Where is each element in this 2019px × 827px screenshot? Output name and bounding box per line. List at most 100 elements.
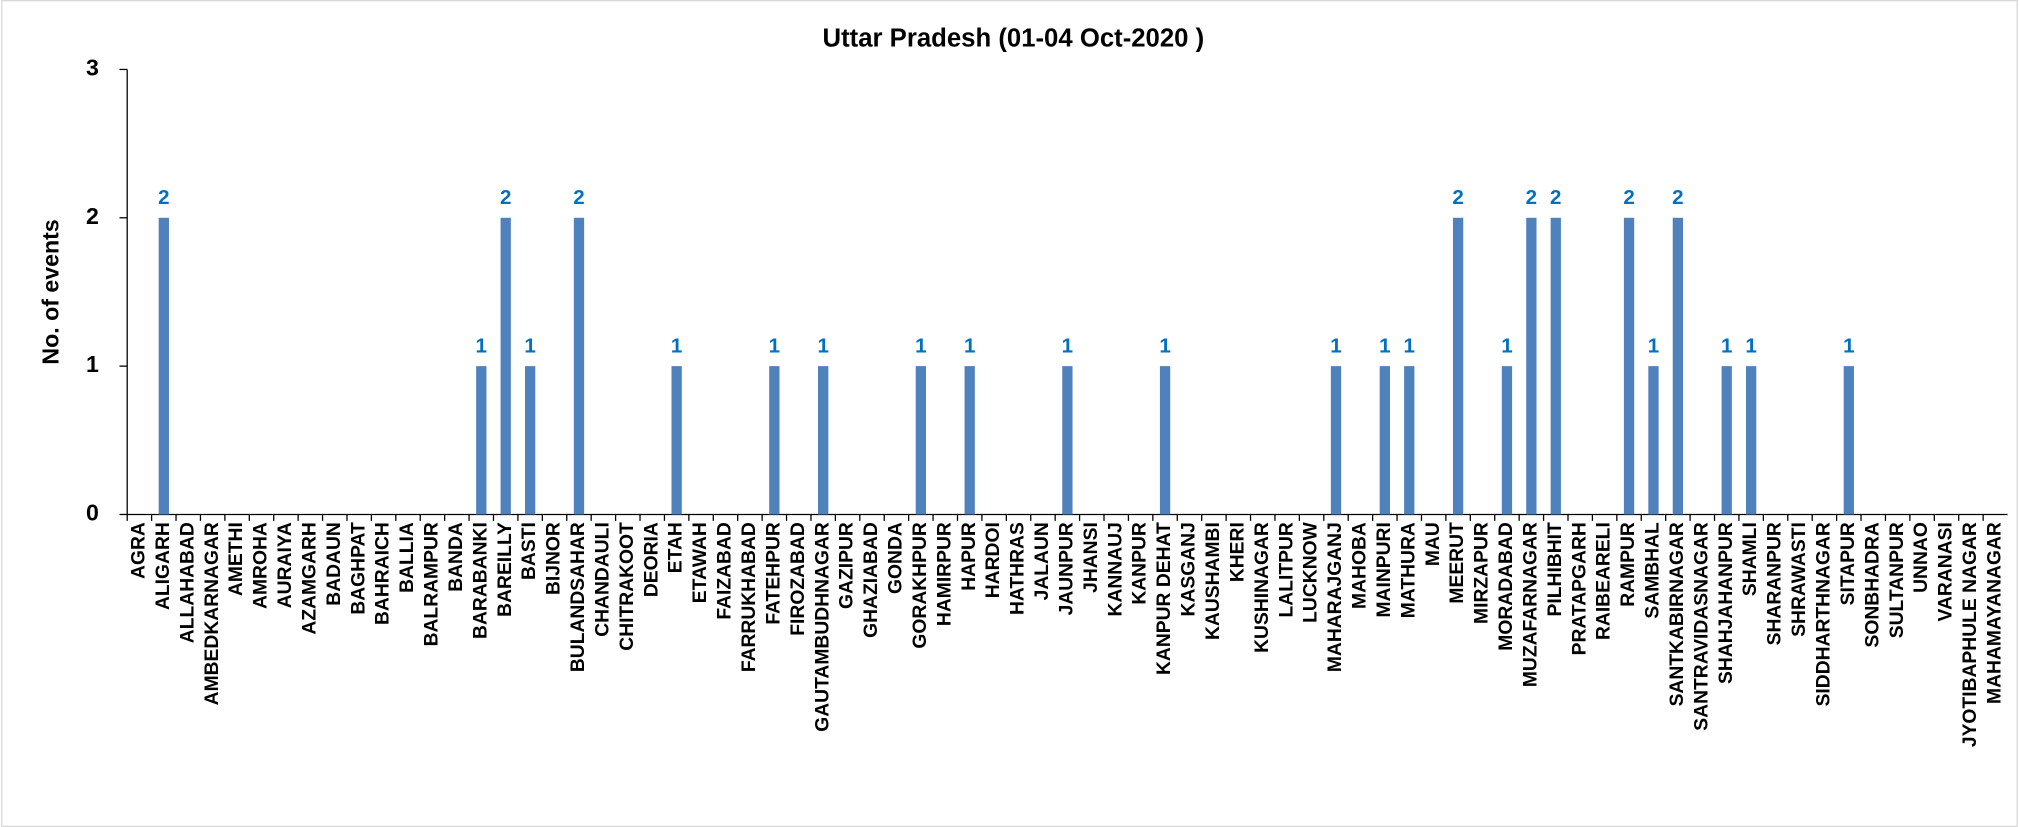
x-tick-label: KAUSHAMBI	[1203, 522, 1224, 640]
x-tick-label: SIDDHARTHNAGAR	[1814, 522, 1835, 706]
x-tick-label: HATHRAS	[1008, 522, 1029, 615]
x-tick-label: CHITRAKOOT	[617, 522, 638, 651]
x-tick-label: MAINPURI	[1374, 522, 1395, 617]
data-label: 1	[524, 334, 535, 357]
x-tick-label: AMBEDKARNAGAR	[202, 522, 223, 705]
x-tick-label: SITAPUR	[1838, 522, 1859, 605]
bar	[158, 217, 169, 515]
data-label: 1	[1379, 334, 1390, 357]
x-tick-label: AURAIYA	[275, 522, 296, 608]
x-tick-label: LALITPUR	[1276, 522, 1297, 617]
x-tick-label: JHANSI	[1081, 522, 1102, 593]
x-tick-label: KANNAUJ	[1105, 522, 1126, 616]
data-label: 2	[1452, 186, 1463, 209]
bar	[915, 366, 926, 515]
bar	[1721, 366, 1732, 515]
x-tick-label: KANPUR	[1130, 522, 1151, 605]
bar	[524, 366, 536, 515]
data-label: 1	[1330, 334, 1341, 357]
x-tick-label: MAHARAJGANJ	[1325, 522, 1346, 672]
bar	[476, 366, 487, 515]
x-tick-label: GHAZIABAD	[861, 522, 882, 638]
x-tick-label: BARABANKI	[470, 522, 491, 639]
x-tick-label: MATHURA	[1398, 522, 1419, 618]
x-tick-label: MAHOBA	[1350, 522, 1371, 609]
y-axis-label: No. of events	[38, 219, 64, 364]
x-tick-label: GAUTAMBUDHNAGAR	[812, 522, 833, 732]
data-label: 2	[1550, 186, 1561, 209]
data-label: 2	[158, 186, 169, 209]
x-tick-label: BIJNOR	[544, 522, 565, 595]
x-tick-label: JYOTIBAPHULE NAGAR	[1960, 522, 1981, 747]
x-tick-label: UNNAO	[1911, 522, 1932, 593]
bar	[1062, 366, 1073, 515]
y-tick-label: 0	[86, 500, 99, 526]
bar	[1330, 366, 1342, 515]
x-tick-label: SHARANPUR	[1765, 522, 1786, 645]
x-tick-label: HAMIRPUR	[934, 522, 955, 626]
x-tick-label: SULTANPUR	[1887, 522, 1908, 638]
x-tick-label: ALLAHABAD	[177, 522, 198, 643]
x-tick-label: FIROZABAD	[788, 522, 809, 636]
bar	[769, 366, 780, 515]
bar	[1672, 217, 1684, 515]
bar	[1379, 366, 1390, 515]
x-tick-label: RAIBEARELI	[1594, 522, 1615, 640]
x-tick-label: BAHRAICH	[373, 522, 394, 625]
data-label: 2	[1526, 186, 1537, 209]
x-tick-label: ALIGARH	[153, 522, 174, 610]
data-label: 1	[1501, 334, 1512, 357]
x-tick-label: SHRAWASTI	[1789, 522, 1810, 637]
x-tick-label: AZAMGARH	[299, 522, 320, 634]
x-tick-label: MAHAMAYANAGAR	[1984, 522, 2005, 704]
bar	[500, 217, 511, 515]
x-tick-label: JALAUN	[1032, 522, 1053, 600]
x-tick-label: FAIZABAD	[715, 522, 736, 620]
x-tick-label: SHAMLI	[1740, 522, 1761, 596]
data-label: 2	[500, 186, 511, 209]
data-label: 1	[1404, 334, 1415, 357]
bar	[1550, 217, 1561, 515]
y-tick-label: 2	[86, 203, 99, 229]
chart-title: Uttar Pradesh (01-04 Oct-2020 )	[823, 25, 1205, 53]
data-label: 1	[915, 334, 926, 357]
x-tick-label: MAU	[1423, 522, 1444, 566]
x-tick-label: SANTRAVIDASNAGAR	[1691, 522, 1712, 731]
data-label: 1	[1159, 334, 1170, 357]
x-tick-label: MORADABAD	[1496, 522, 1517, 651]
bar	[818, 366, 829, 515]
x-tick-label: CHANDAULI	[592, 522, 613, 637]
data-label: 1	[1843, 334, 1854, 357]
x-tick-label: PRATAPGARH	[1569, 522, 1590, 655]
y-tick-label: 1	[86, 351, 99, 377]
x-tick-label: FARRUKHABAD	[739, 522, 760, 672]
x-tick-label: GAZIPUR	[837, 522, 858, 609]
x-tick-label: AGRA	[128, 522, 149, 579]
x-tick-label: KASGANJ	[1179, 522, 1200, 616]
x-tick-label: ETAH	[666, 522, 687, 573]
y-tick-label: 3	[86, 55, 99, 81]
x-tick-label: KANPUR DEHAT	[1154, 522, 1175, 675]
data-label: 1	[1062, 334, 1073, 357]
x-tick-label: BULANDSAHAR	[568, 522, 589, 672]
data-label: 2	[573, 186, 584, 209]
x-tick-label: DEORIA	[641, 522, 662, 597]
bar	[1648, 366, 1659, 515]
bar	[1404, 366, 1415, 515]
x-tick-label: SONBHADRA	[1862, 522, 1883, 647]
x-tick-label: HARDOI	[983, 522, 1004, 598]
bar	[1501, 366, 1513, 515]
bar	[573, 217, 585, 515]
x-tick-label: RAMPUR	[1618, 522, 1639, 607]
bar	[964, 366, 975, 515]
x-tick-label: FATEHPUR	[763, 522, 784, 625]
x-tick-label: GORAKHPUR	[910, 522, 931, 648]
bar	[671, 366, 682, 515]
data-label: 1	[1648, 334, 1659, 357]
x-tick-label: ETAWAH	[690, 522, 711, 603]
x-tick-label: MUZAFARNAGAR	[1520, 522, 1541, 687]
x-tick-label: BADAUN	[324, 522, 345, 606]
data-label: 1	[1721, 334, 1732, 357]
